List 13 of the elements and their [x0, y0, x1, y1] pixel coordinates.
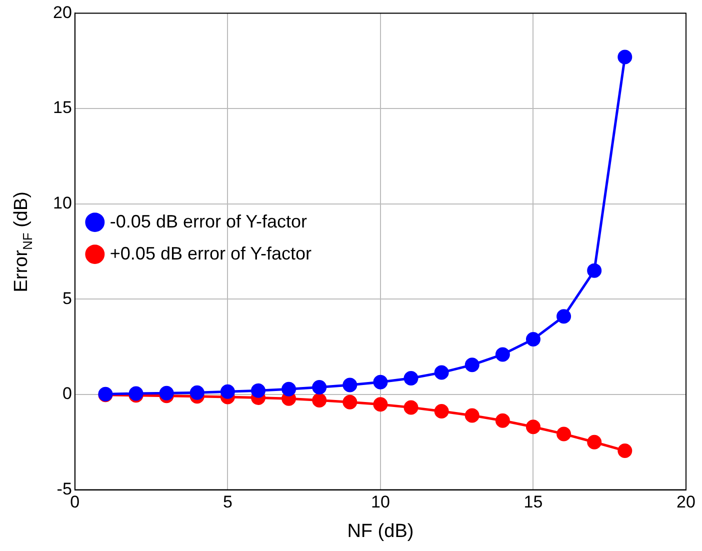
y-tick-label: 15 [52, 98, 72, 118]
y-tick-label: -5 [56, 479, 72, 498]
x-tick-label: 10 [370, 492, 390, 512]
legend-label: -0.05 dB error of Y-factor [110, 211, 308, 232]
x-tick-label: 15 [524, 492, 543, 512]
x-axis-title: NF (dB) [347, 520, 414, 542]
y-tick-label: 20 [52, 2, 72, 22]
x-tick-label: 5 [222, 492, 232, 512]
y-tick-label: 0 [62, 384, 72, 404]
y-tick-label: 10 [52, 194, 72, 213]
y-tick-label: 5 [62, 288, 72, 308]
legend-label: +0.05 dB error of Y-factor [110, 243, 312, 264]
x-tick-label: 20 [676, 492, 696, 512]
